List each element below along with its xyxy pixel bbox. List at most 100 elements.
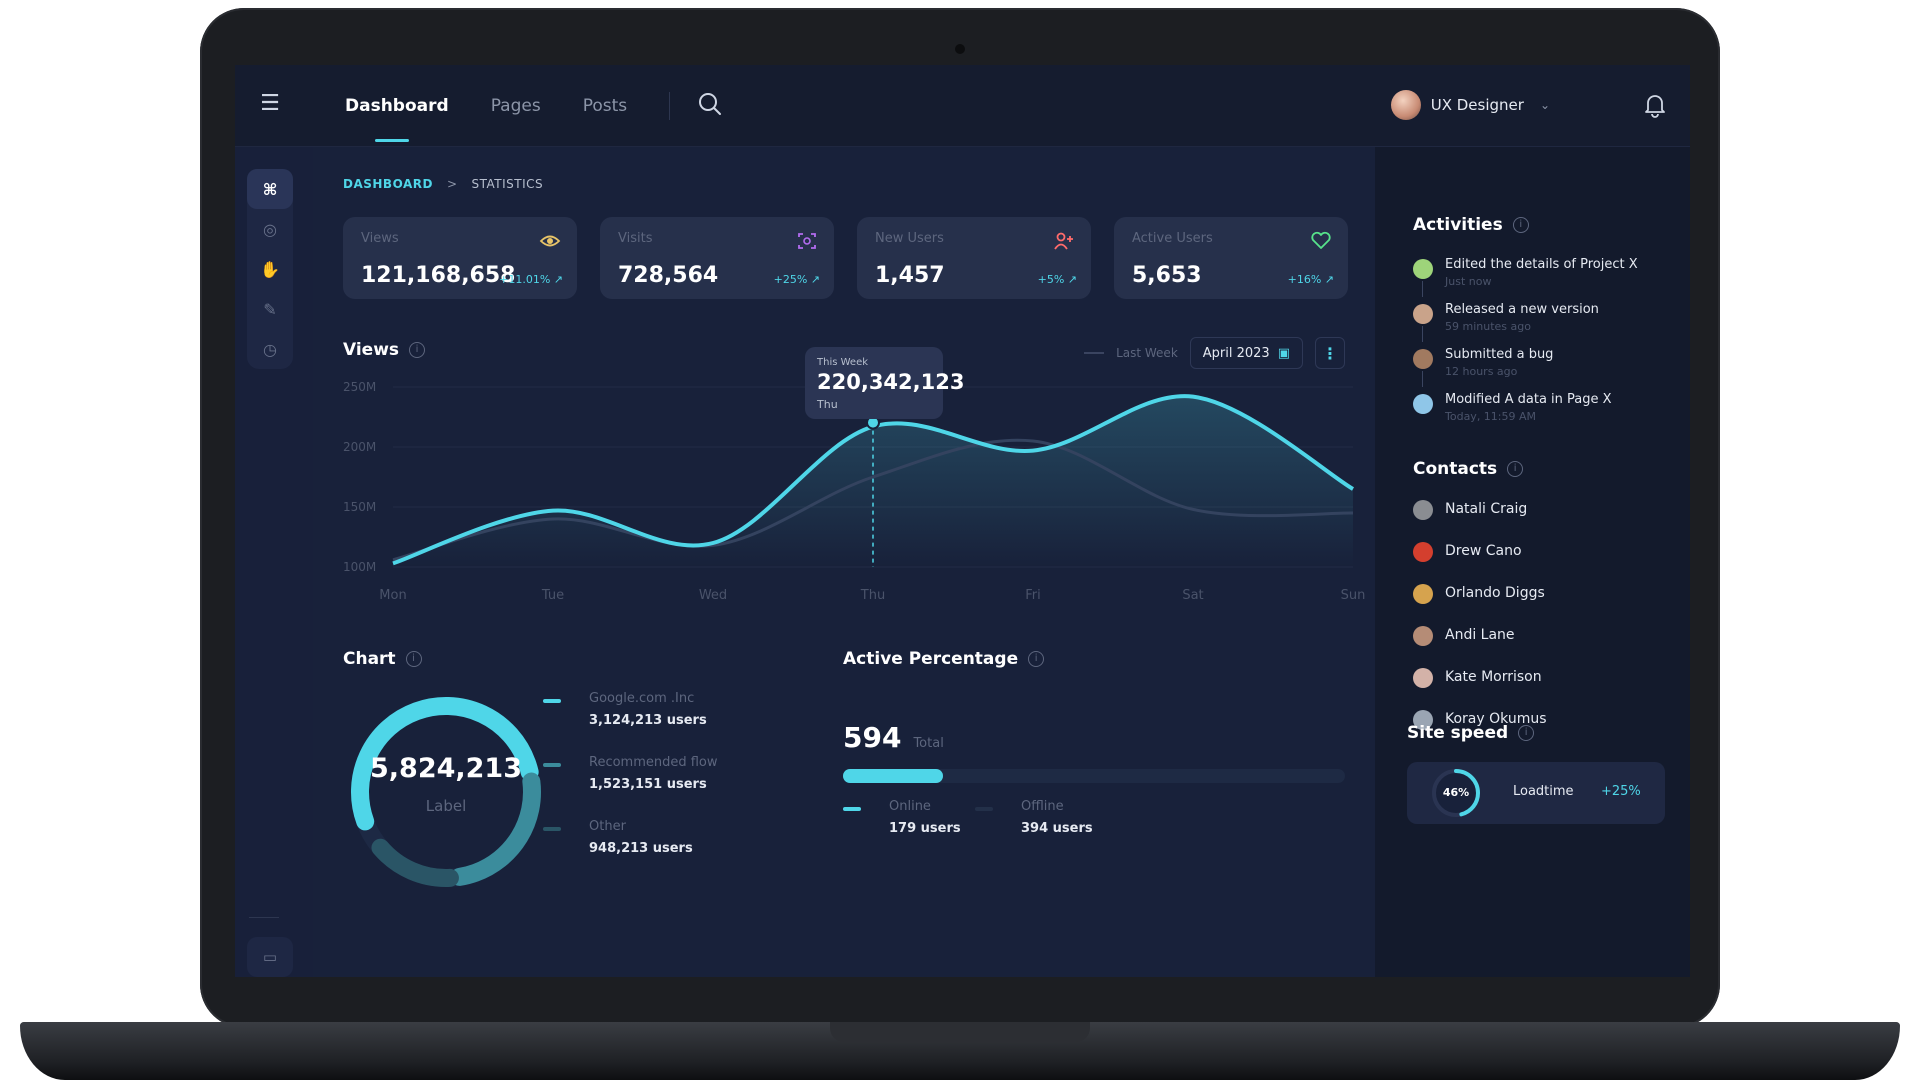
contact-item[interactable]: Koray Okumus [1413,708,1673,734]
screen: ☰ Dashboard Pages Posts UX Designer ⌄ ⌘ … [235,65,1690,977]
info-icon[interactable]: i [1028,651,1045,667]
more-options-icon[interactable]: ⋮ [1315,337,1345,369]
active-total: 594 Total [843,721,944,754]
user-name: UX Designer [1430,96,1524,114]
activity-time: Just now [1445,275,1492,288]
compass-icon[interactable]: ◎ [263,219,277,239]
stat-card-views[interactable]: Views 121,168,658 +11.01% ↗ [343,217,577,299]
avatar [1413,259,1433,279]
top-nav: Dashboard Pages Posts [345,65,671,147]
x-tick-label: Thu [860,588,885,603]
active-progress-bar [843,769,1345,783]
legend-value: 948,213 users [589,841,693,856]
clock-icon[interactable]: ◷ [263,339,277,359]
eye-icon [539,235,561,247]
icon-sidebar: ⌘ ◎ ✋ ✎ ◷ ▭ [235,147,313,977]
legend-value: 3,124,213 users [589,713,707,728]
activity-time: 12 hours ago [1445,365,1518,378]
activity-item[interactable]: Modified A data in Page X Today, 11:59 A… [1413,392,1673,442]
avatar [1413,584,1433,604]
legend-name: Google.com .Inc [589,691,695,706]
hand-icon[interactable]: ✋ [260,259,280,279]
site-speed-label: Loadtime [1513,784,1574,799]
contact-item[interactable]: Kate Morrison [1413,666,1673,692]
stat-delta: +5% ↗ [1037,273,1077,286]
last-week-legend-mark [1084,352,1105,354]
info-icon[interactable]: i [1507,461,1524,477]
chat-icon[interactable]: ▭ [247,937,293,977]
info-icon[interactable]: i [409,342,426,358]
avatar [1413,394,1433,414]
contact-name: Kate Morrison [1445,669,1542,685]
tab-dashboard[interactable]: Dashboard [345,96,449,142]
x-tick-label: Tue [541,588,564,603]
bell-icon[interactable] [1640,89,1670,119]
contact-name: Orlando Diggs [1445,585,1545,601]
user-add-icon [1054,232,1073,250]
online-label: Online [889,799,931,814]
tooltip-day: Thu [817,398,838,411]
views-title: Views i [343,340,426,360]
rail-group: ⌘ ◎ ✋ ✎ ◷ [247,169,293,369]
stat-card-visits[interactable]: Visits 728,564 +25% ↗ [600,217,834,299]
legend-item: Google.com .Inc 3,124,213 users [543,687,763,747]
info-icon[interactable]: i [405,651,422,667]
contact-name: Drew Cano [1445,543,1522,559]
legend-mark [543,699,561,703]
avatar [1413,542,1433,562]
x-tick-label: Wed [699,588,727,603]
stat-label: Visits [618,231,653,246]
command-icon[interactable]: ⌘ [247,169,293,209]
speed-arc [1432,769,1480,817]
rail-divider [249,917,279,918]
activity-text: Released a new version [1445,302,1599,317]
heart-icon [1311,231,1331,249]
breadcrumb: DASHBOARD > STATISTICS [343,177,543,191]
activity-item[interactable]: Edited the details of Project X Just now [1413,257,1673,307]
pen-icon[interactable]: ✎ [263,299,277,319]
activity-item[interactable]: Released a new version 59 minutes ago [1413,302,1673,352]
breadcrumb-separator: > [446,177,458,191]
search-icon[interactable] [695,89,725,119]
tooltip-caption: This Week [817,357,869,368]
stat-label: Views [361,231,399,246]
hamburger-icon[interactable]: ☰ [260,91,280,116]
stat-value: 5,653 [1132,263,1202,288]
tab-posts[interactable]: Posts [582,96,628,116]
activity-text: Submitted a bug [1445,347,1554,362]
stat-label: New Users [875,231,944,246]
contact-item[interactable]: Drew Cano [1413,540,1673,566]
site-speed-title: Site speed i [1407,723,1535,743]
tab-pages[interactable]: Pages [490,96,541,116]
activity-time: Today, 11:59 AM [1445,410,1537,423]
active-percentage-title-text: Active Percentage [843,649,1019,669]
y-tick-label: 250M [343,380,376,394]
legend-mark [543,763,561,767]
offline-mark [975,807,993,811]
info-icon[interactable]: i [1518,725,1535,741]
calendar-icon: ▣ [1277,345,1290,361]
user-menu[interactable]: UX Designer ⌄ [1390,87,1550,123]
contact-item[interactable]: Andi Lane [1413,624,1673,650]
camera [955,44,965,54]
avatar [1413,304,1433,324]
stat-card-new-users[interactable]: New Users 1,457 +5% ↗ [857,217,1091,299]
stat-delta: +16% ↗ [1287,273,1334,286]
stat-delta: +11.01% ↗ [499,273,563,286]
date-picker-button[interactable]: April 2023 ▣ [1189,337,1303,369]
timeline-connector [1422,281,1423,297]
activity-item[interactable]: Submitted a bug 12 hours ago [1413,347,1673,397]
legend-mark [543,827,561,831]
breadcrumb-root[interactable]: DASHBOARD [343,177,433,191]
legend-value: 1,523,151 users [589,777,707,792]
info-icon[interactable]: i [1512,217,1529,233]
stat-card-active-users[interactable]: Active Users 5,653 +16% ↗ [1114,217,1348,299]
contact-name: Koray Okumus [1445,711,1547,727]
x-tick-label: Fri [1025,588,1041,603]
active-total-value: 594 [843,721,902,754]
contact-item[interactable]: Orlando Diggs [1413,582,1673,608]
donut-segment [351,697,541,887]
contact-item[interactable]: Natali Craig [1413,498,1673,524]
site-speed-ring [1432,769,1480,817]
